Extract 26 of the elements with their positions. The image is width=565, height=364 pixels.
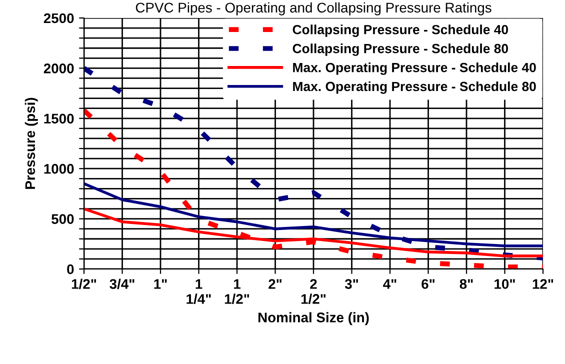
y-tick-label: 1000 xyxy=(44,164,74,174)
legend-label: Max. Operating Pressure - Schedule 80 xyxy=(293,81,536,94)
x-tick-label: 12" xyxy=(532,279,554,289)
y-tick-label: 2000 xyxy=(44,64,74,74)
x-tick-label: 10" xyxy=(494,279,515,289)
y-tick-label: 500 xyxy=(52,214,74,224)
x-tick-label: 2 1/2" xyxy=(301,279,326,304)
x-tick-label: 6" xyxy=(422,279,434,289)
y-tick-label: 2500 xyxy=(44,13,74,24)
chart-title: CPVC Pipes - Operating and Collapsing Pressure Ratings xyxy=(136,2,492,16)
x-axis-title: Nominal Size (in) xyxy=(258,312,369,326)
x-tick-label: 1 1/2" xyxy=(224,279,250,304)
legend-label: Max. Operating Pressure - Schedule 40 xyxy=(293,62,536,75)
x-tick-label: 3" xyxy=(344,279,358,289)
x-tick-label: 1 1/4" xyxy=(186,279,211,304)
x-tick-label: 3/4" xyxy=(110,278,134,290)
y-tick-label: 1500 xyxy=(44,114,74,124)
legend-label: Collapsing Pressure - Schedule 40 xyxy=(292,24,508,37)
y-axis-title: Pressure (psi) xyxy=(24,98,38,189)
x-tick-label: 8" xyxy=(460,279,473,289)
x-tick-label: 4" xyxy=(383,279,396,289)
legend-label: Collapsing Pressure - Schedule 80 xyxy=(292,44,508,56)
y-tick-label: 0 xyxy=(67,264,74,274)
x-tick-label: 1" xyxy=(154,279,167,289)
x-tick-label: 1/2" xyxy=(72,278,96,290)
x-tick-label: 2" xyxy=(268,279,282,289)
